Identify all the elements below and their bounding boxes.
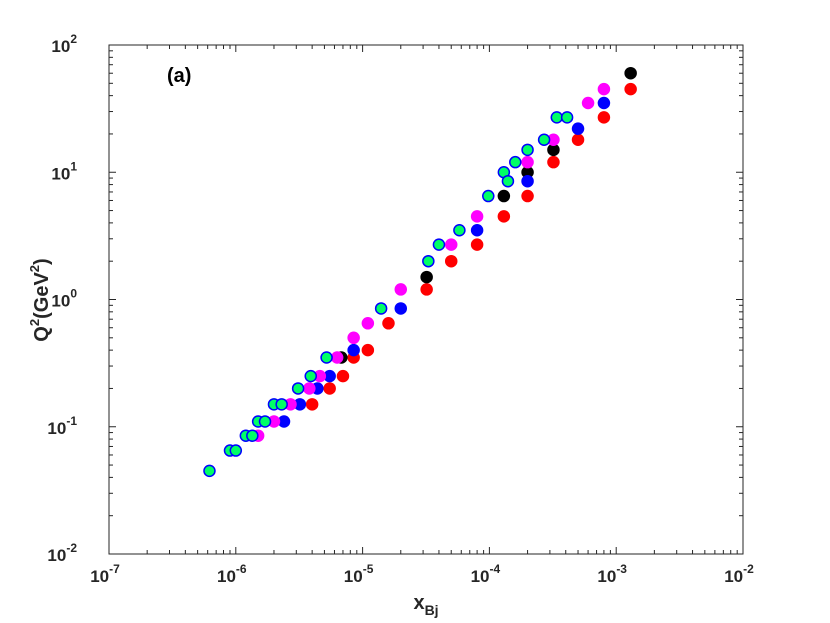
data-point-series-5 xyxy=(560,111,574,124)
data-point-series-5 xyxy=(320,351,333,364)
data-point-series-1 xyxy=(571,133,585,147)
x-tick-label: 10-5 xyxy=(344,562,374,586)
data-point-series-5 xyxy=(453,224,466,237)
data-points xyxy=(203,66,637,478)
y-tick-label: 102 xyxy=(51,32,77,56)
data-point-series-1 xyxy=(361,343,375,357)
plot-area xyxy=(108,44,744,555)
data-point-series-1 xyxy=(444,254,458,268)
data-point-series-5 xyxy=(258,415,272,428)
data-point-series-4 xyxy=(444,238,458,251)
y-axis-label: Q2(GeV2) xyxy=(27,258,53,341)
y-tick-label: 10-1 xyxy=(47,414,77,438)
data-point-series-5 xyxy=(246,429,259,442)
data-point-series-5 xyxy=(432,238,446,251)
axis-ticks xyxy=(108,44,744,555)
data-point-series-5 xyxy=(521,143,534,157)
data-point-series-4 xyxy=(394,283,408,296)
data-point-series-1 xyxy=(470,238,484,251)
data-point-series-4 xyxy=(597,82,611,96)
data-point-series-5 xyxy=(304,369,317,383)
data-point-series-5 xyxy=(229,444,243,457)
data-point-series-1 xyxy=(382,317,395,330)
data-point-series-4 xyxy=(470,210,484,223)
x-tick-label: 10-2 xyxy=(724,562,754,586)
x-tick-label: 10-7 xyxy=(90,562,120,586)
data-point-series-3 xyxy=(571,122,585,135)
data-point-series-5 xyxy=(550,111,564,124)
data-point-series-5 xyxy=(374,302,388,315)
x-tick-label: 10-3 xyxy=(597,562,627,586)
data-point-series-5 xyxy=(482,189,495,203)
data-point-series-1 xyxy=(497,210,511,223)
data-point-series-3 xyxy=(470,224,484,237)
data-point-series-3 xyxy=(521,174,534,188)
y-tick-label: 101 xyxy=(51,159,77,183)
data-point-series-3 xyxy=(347,343,360,357)
data-point-series-3 xyxy=(597,96,611,110)
data-point-series-1 xyxy=(624,82,637,96)
y-tick-label: 100 xyxy=(51,287,77,311)
data-point-series-1 xyxy=(323,382,336,395)
data-point-series-4 xyxy=(521,155,534,169)
data-point-series-5 xyxy=(203,464,216,478)
data-point-series-4 xyxy=(303,382,316,395)
data-point-series-2 xyxy=(497,189,511,203)
data-point-series-2 xyxy=(624,66,637,80)
x-tick-label: 10-6 xyxy=(217,562,247,586)
data-point-series-5 xyxy=(291,382,305,395)
data-point-series-1 xyxy=(336,369,350,383)
data-point-series-1 xyxy=(547,155,560,169)
data-point-series-5 xyxy=(537,133,551,147)
x-tick-label: 10-4 xyxy=(471,562,501,586)
data-point-series-3 xyxy=(394,302,408,315)
y-tick-label: 10-2 xyxy=(47,541,77,565)
data-point-series-4 xyxy=(330,351,344,364)
data-point-series-5 xyxy=(501,174,515,188)
data-point-series-1 xyxy=(521,189,534,203)
axis-tick-labels: 10-7 10-6 10-5 10-4 10-3 10-2 10-2 10-1 100 101 10… xyxy=(47,32,754,586)
data-point-series-5 xyxy=(275,398,288,411)
data-point-series-4 xyxy=(361,317,375,330)
data-point-series-1 xyxy=(597,111,611,124)
data-point-series-1 xyxy=(305,398,319,411)
data-point-series-5 xyxy=(509,155,522,169)
x-axis-label: xBj xyxy=(413,592,438,618)
data-point-series-4 xyxy=(347,331,360,345)
data-point-series-4 xyxy=(581,96,595,110)
data-point-series-5 xyxy=(422,254,435,268)
data-point-series-1 xyxy=(420,283,433,296)
data-point-series-2 xyxy=(420,270,433,284)
panel-label: (a) xyxy=(167,65,191,87)
